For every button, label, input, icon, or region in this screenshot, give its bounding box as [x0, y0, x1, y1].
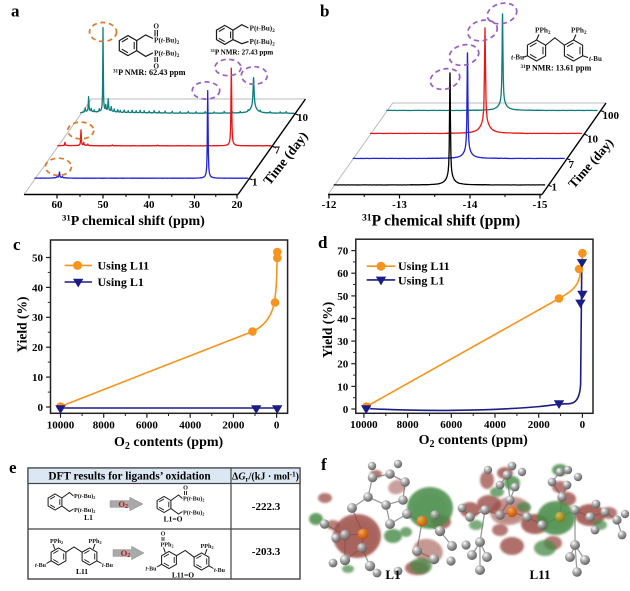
svg-text:P(t-Bu)2: P(t-Bu)2 [183, 496, 204, 503]
svg-text:40: 40 [32, 282, 44, 294]
svg-text:2000: 2000 [528, 419, 551, 431]
svg-text:Time (day): Time (day) [260, 129, 311, 188]
svg-text:-13: -13 [392, 199, 407, 211]
svg-text:t-Bu: t-Bu [35, 563, 47, 569]
svg-text:O: O [153, 62, 159, 71]
svg-text:-12: -12 [322, 199, 337, 211]
svg-text:d: d [318, 233, 328, 252]
svg-text:10: 10 [297, 112, 309, 124]
svg-text:Yield (%): Yield (%) [15, 296, 30, 352]
svg-text:10000: 10000 [350, 419, 378, 431]
svg-text:60: 60 [52, 199, 64, 211]
svg-text:31P NMR: 13.61 ppm: 31P NMR: 13.61 ppm [521, 64, 592, 73]
svg-text:O2 contents (ppm): O2 contents (ppm) [419, 433, 529, 450]
svg-text:c: c [13, 235, 21, 254]
svg-text:7: 7 [569, 159, 575, 171]
svg-text:40: 40 [144, 199, 156, 211]
svg-text:t-Bu: t-Bu [145, 567, 157, 573]
svg-text:50: 50 [337, 291, 349, 303]
svg-text:4000: 4000 [179, 420, 202, 432]
svg-text:PPh2: PPh2 [571, 26, 587, 37]
svg-text:8000: 8000 [397, 419, 420, 431]
svg-text:10000: 10000 [47, 420, 75, 432]
svg-text:b: b [320, 2, 329, 21]
svg-text:L11=O: L11=O [172, 571, 194, 580]
svg-text:P(t-Bu)2: P(t-Bu)2 [183, 510, 204, 517]
svg-text:31P chemical shift (ppm): 31P chemical shift (ppm) [362, 213, 520, 230]
svg-text:O2: O2 [118, 499, 128, 510]
svg-text:ΔGr/(kJ · mol-1): ΔGr/(kJ · mol-1) [232, 471, 299, 484]
svg-text:L1=O: L1=O [164, 515, 183, 524]
svg-text:P(t-Bu)2: P(t-Bu)2 [74, 493, 95, 500]
svg-text:1: 1 [552, 182, 558, 194]
svg-text:L11: L11 [530, 567, 551, 582]
svg-text:t-Bu: t-Bu [511, 54, 524, 62]
svg-text:PPh2: PPh2 [161, 542, 174, 549]
svg-text:P(t-Bu)2: P(t-Bu)2 [74, 507, 95, 514]
svg-text:L1: L1 [84, 513, 93, 522]
svg-text:t-Bu: t-Bu [102, 563, 114, 569]
svg-text:-14: -14 [463, 199, 478, 211]
svg-text:L1: L1 [385, 567, 400, 582]
svg-text:t-Bu: t-Bu [214, 568, 226, 574]
svg-text:Using L1: Using L1 [98, 275, 144, 289]
svg-text:30: 30 [32, 312, 44, 324]
svg-text:PPh2: PPh2 [89, 538, 102, 545]
svg-text:0: 0 [274, 420, 280, 432]
svg-text:O: O [161, 531, 166, 538]
svg-text:10: 10 [587, 134, 599, 146]
svg-text:-203.3: -203.3 [252, 546, 281, 558]
svg-text:0: 0 [343, 404, 349, 416]
svg-text:2000: 2000 [222, 420, 245, 432]
svg-text:10: 10 [32, 372, 44, 384]
svg-text:PPh2: PPh2 [50, 538, 63, 545]
svg-text:P(t-Bu)2: P(t-Bu)2 [154, 49, 180, 60]
svg-text:P(t-Bu)2: P(t-Bu)2 [250, 37, 276, 48]
svg-text:PPh2: PPh2 [201, 543, 214, 550]
svg-text:20: 20 [32, 342, 44, 354]
svg-text:50: 50 [32, 252, 44, 264]
svg-text:Using L11: Using L11 [98, 258, 150, 272]
svg-text:31P NMR: 27.43 ppm: 31P NMR: 27.43 ppm [211, 48, 274, 56]
svg-text:8000: 8000 [93, 420, 116, 432]
svg-text:O: O [153, 22, 159, 31]
svg-text:0: 0 [580, 419, 586, 431]
svg-text:0: 0 [38, 402, 44, 414]
svg-text:31P chemical shift (ppm): 31P chemical shift (ppm) [62, 213, 205, 230]
svg-text:O2 contents (ppm): O2 contents (ppm) [114, 435, 224, 452]
svg-text:t-Bu: t-Bu [589, 55, 602, 63]
svg-text:20: 20 [337, 359, 349, 371]
svg-text:e: e [9, 458, 17, 477]
svg-text:DFT results for ligands’ oxida: DFT results for ligands’ oxidation [48, 471, 211, 483]
svg-text:L11: L11 [76, 567, 88, 576]
svg-text:1: 1 [252, 177, 258, 189]
svg-text:20: 20 [232, 199, 244, 211]
svg-text:50: 50 [98, 199, 110, 211]
svg-text:Yield (%): Yield (%) [320, 302, 335, 358]
svg-text:6000: 6000 [440, 419, 463, 431]
svg-text:40: 40 [337, 313, 349, 325]
svg-text:f: f [321, 455, 327, 474]
svg-text:60: 60 [337, 268, 349, 280]
svg-text:P(t-Bu)2: P(t-Bu)2 [250, 24, 276, 35]
svg-text:70: 70 [337, 245, 349, 257]
svg-text:10: 10 [337, 381, 349, 393]
svg-text:a: a [11, 2, 20, 21]
svg-text:4000: 4000 [484, 419, 507, 431]
svg-text:O2: O2 [121, 548, 131, 559]
svg-text:O: O [183, 485, 188, 492]
svg-text:30: 30 [189, 199, 201, 211]
svg-text:Using L11: Using L11 [398, 259, 450, 273]
svg-text:7: 7 [275, 145, 281, 157]
svg-text:6000: 6000 [136, 420, 159, 432]
svg-text:-222.3: -222.3 [252, 501, 281, 513]
svg-text:PPh2: PPh2 [535, 26, 551, 37]
svg-text:100: 100 [603, 110, 620, 122]
svg-text:30: 30 [337, 336, 349, 348]
svg-text:-15: -15 [533, 199, 548, 211]
svg-text:Using L1: Using L1 [398, 273, 444, 287]
svg-text:P(t-Bu)2: P(t-Bu)2 [154, 36, 180, 47]
svg-text:31P NMR: 62.43 ppm: 31P NMR: 62.43 ppm [113, 68, 186, 77]
